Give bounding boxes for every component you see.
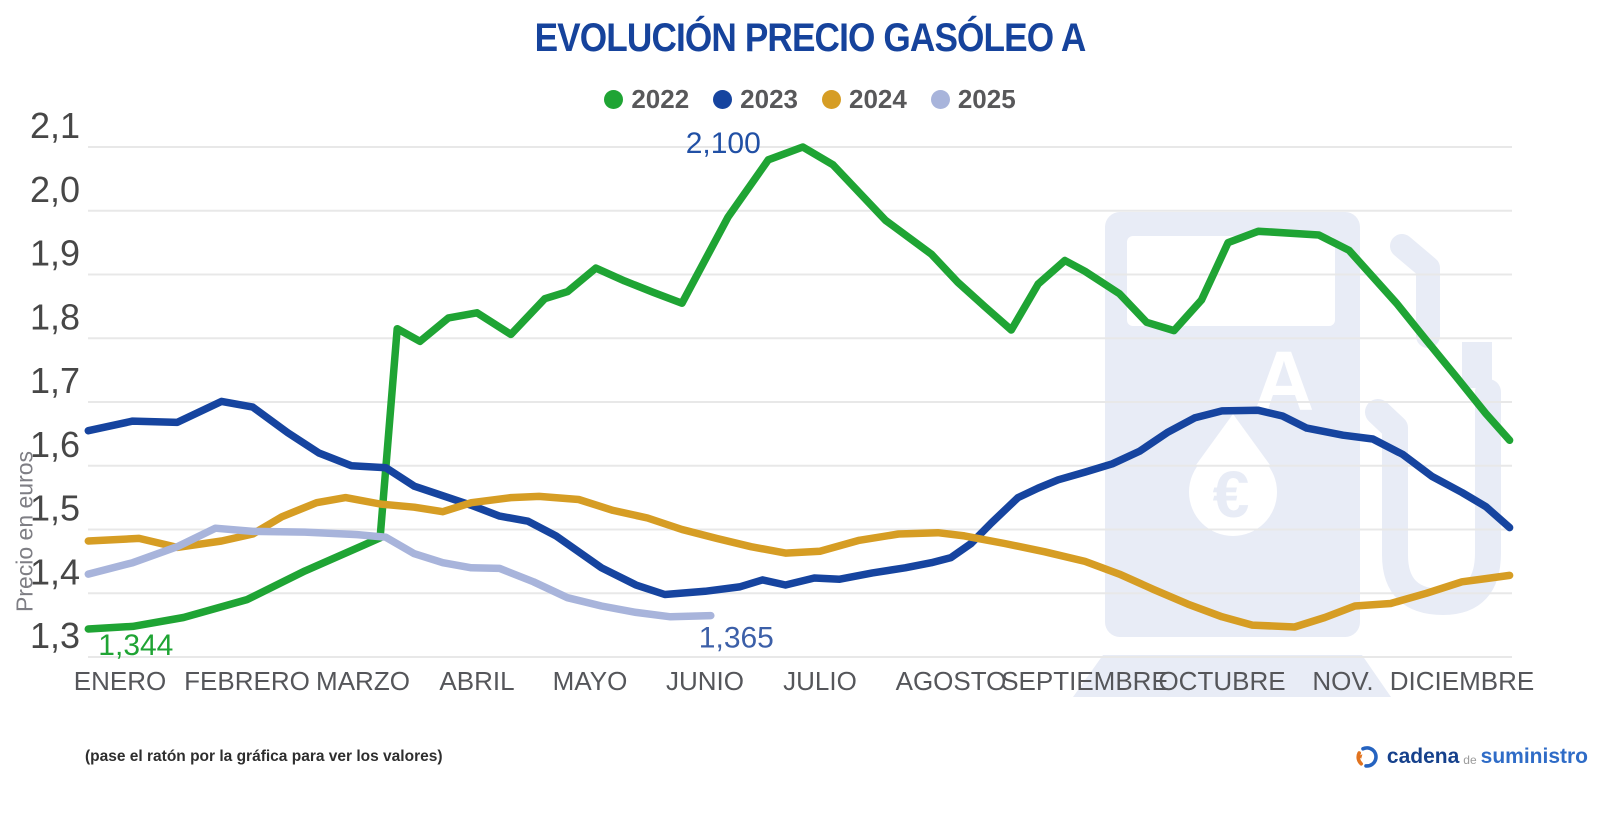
series-line-2025[interactable] (84, 524, 715, 621)
y-tick-label: 2,1 (30, 105, 80, 146)
y-tick-label: 1,8 (30, 296, 80, 337)
legend-item-2025[interactable]: 2025 (930, 84, 1016, 115)
svg-text:€: € (1213, 457, 1250, 531)
brand-word-suministro: suministro (1480, 745, 1588, 768)
fuel-pump-watermark-icon: A € (1073, 212, 1501, 697)
legend-item-2022[interactable]: 2022 (604, 84, 689, 115)
legend-label: 2023 (740, 84, 798, 114)
legend-item-2024[interactable]: 2024 (822, 84, 907, 115)
hover-hint-note: (pase el ratón por la gráfica para ver l… (85, 748, 443, 765)
annotation-2,100: 2,100 (686, 127, 761, 160)
y-tick-label: 1,4 (30, 551, 80, 592)
brand-logo[interactable]: cadena de suministro (1354, 744, 1588, 770)
legend-dot-icon (604, 90, 624, 109)
x-tick-label: FEBRERO (184, 666, 310, 696)
brand-word-de: de (1463, 753, 1477, 767)
chart-title: EVOLUCIÓN PRECIO GASÓLEO A (534, 16, 1087, 60)
x-tick-label: ENERO (74, 666, 166, 696)
series-line-2023[interactable] (84, 397, 1514, 599)
y-tick-label: 1,6 (30, 424, 80, 465)
y-tick-label: 1,9 (30, 233, 80, 274)
x-tick-label: JULIO (783, 666, 857, 696)
x-tick-label: SEPTIEMBRE (1001, 666, 1169, 696)
annotation-1,344: 1,344 (98, 629, 173, 662)
x-tick-label: MAYO (553, 666, 628, 696)
annotation-1,365: 1,365 (699, 622, 774, 655)
legend-dot-icon (713, 90, 733, 109)
legend-label: 2022 (631, 84, 690, 114)
legend-item-2023[interactable]: 2023 (713, 84, 798, 115)
x-tick-label: JUNIO (666, 666, 744, 696)
x-tick-label: OCTUBRE (1158, 666, 1285, 696)
chart-legend: 2022 2023 2024 2025 (0, 84, 1620, 115)
x-tick-label: DICIEMBRE (1390, 666, 1534, 696)
x-tick-label: NOV. (1312, 666, 1373, 696)
y-tick-label: 1,3 (30, 615, 80, 656)
legend-label: 2025 (957, 84, 1016, 114)
series-line-2022[interactable] (84, 143, 1514, 633)
x-tick-label: AGOSTO (896, 666, 1007, 696)
cadena-de-suministro-icon (1356, 746, 1378, 768)
x-tick-label: MARZO (316, 666, 410, 696)
legend-label: 2024 (849, 84, 907, 114)
x-tick-label: ABRIL (439, 666, 514, 696)
legend-dot-icon (822, 90, 841, 109)
series-line-2024[interactable] (84, 492, 1514, 631)
y-tick-label: 1,5 (30, 488, 80, 529)
y-tick-label: 1,7 (30, 360, 80, 401)
legend-dot-icon (930, 90, 950, 109)
y-tick-label: 2,0 (30, 169, 80, 210)
brand-word-cadena: cadena (1386, 745, 1460, 768)
